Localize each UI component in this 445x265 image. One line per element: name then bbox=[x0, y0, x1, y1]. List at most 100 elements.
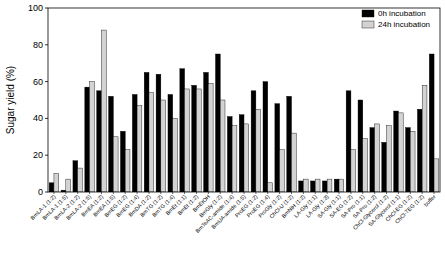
bar bbox=[398, 113, 403, 192]
x-tick-label: ChCl-TEG (1:2) bbox=[394, 193, 425, 224]
bar bbox=[417, 109, 422, 192]
bar bbox=[239, 115, 244, 192]
y-tick bbox=[45, 192, 48, 193]
x-tick bbox=[125, 192, 126, 194]
y-tick-label: 100 bbox=[28, 3, 43, 13]
x-tick bbox=[255, 192, 256, 194]
x-tick bbox=[196, 192, 197, 194]
bar bbox=[125, 150, 130, 192]
legend-label: 0h incubation bbox=[378, 9, 426, 18]
bar bbox=[429, 54, 434, 192]
bar bbox=[268, 183, 273, 192]
x-tick bbox=[434, 192, 435, 194]
bar bbox=[382, 142, 387, 192]
x-tick bbox=[137, 192, 138, 194]
bar bbox=[156, 74, 161, 192]
bar bbox=[132, 94, 137, 192]
bar bbox=[327, 179, 332, 192]
bar bbox=[292, 133, 297, 192]
bar bbox=[311, 181, 316, 192]
x-tick bbox=[386, 192, 387, 194]
y-tick-label: 60 bbox=[33, 77, 43, 87]
bar bbox=[101, 30, 106, 192]
bar bbox=[97, 91, 102, 192]
bar bbox=[339, 179, 344, 192]
x-tick bbox=[267, 192, 268, 194]
bar bbox=[144, 72, 149, 192]
bar bbox=[287, 96, 292, 192]
bar bbox=[434, 159, 439, 192]
bar bbox=[185, 89, 190, 192]
bar bbox=[299, 181, 304, 192]
x-tick bbox=[398, 192, 399, 194]
y-tick-label: 0 bbox=[38, 187, 43, 197]
y-tick bbox=[45, 155, 48, 156]
x-tick bbox=[374, 192, 375, 194]
x-tick bbox=[422, 192, 423, 194]
chart: 020406080100Sugar yield (%)BmLA-1 (1:2)B… bbox=[0, 0, 445, 265]
bar bbox=[161, 100, 166, 192]
bar bbox=[275, 104, 280, 192]
bar bbox=[375, 124, 380, 192]
bar bbox=[85, 87, 90, 192]
bar bbox=[256, 109, 261, 192]
y-tick-label: 20 bbox=[33, 150, 43, 160]
bar bbox=[303, 179, 308, 192]
legend-swatch bbox=[362, 10, 374, 17]
bar bbox=[358, 100, 363, 192]
x-tick bbox=[410, 192, 411, 194]
x-tick bbox=[339, 192, 340, 194]
x-tick bbox=[244, 192, 245, 194]
bar bbox=[322, 181, 327, 192]
bar bbox=[78, 168, 83, 192]
bar bbox=[387, 126, 392, 192]
x-tick-label: buffer bbox=[423, 193, 437, 207]
x-tick bbox=[315, 192, 316, 194]
bar bbox=[109, 96, 114, 192]
bar bbox=[137, 106, 142, 192]
bar bbox=[54, 174, 59, 192]
x-tick bbox=[160, 192, 161, 194]
x-tick bbox=[77, 192, 78, 194]
x-tick bbox=[232, 192, 233, 194]
y-tick bbox=[45, 81, 48, 82]
bar bbox=[173, 118, 178, 192]
bar bbox=[410, 131, 415, 192]
x-tick bbox=[350, 192, 351, 194]
x-tick bbox=[184, 192, 185, 194]
bar bbox=[192, 85, 197, 192]
y-tick bbox=[45, 44, 48, 45]
bar bbox=[168, 94, 173, 192]
bar bbox=[49, 183, 54, 192]
bars bbox=[49, 30, 439, 192]
bar bbox=[208, 83, 213, 192]
bar bbox=[351, 150, 356, 192]
bar bbox=[334, 179, 339, 192]
bar bbox=[370, 128, 375, 192]
legend-swatch bbox=[362, 21, 374, 28]
frame bbox=[48, 8, 440, 192]
bar bbox=[66, 179, 71, 192]
x-tick bbox=[327, 192, 328, 194]
bar bbox=[90, 82, 95, 192]
bar bbox=[280, 150, 285, 192]
bar bbox=[227, 117, 232, 192]
bar bbox=[232, 126, 237, 192]
bar bbox=[204, 72, 209, 192]
legend-label: 24h incubation bbox=[378, 20, 430, 29]
x-tick bbox=[279, 192, 280, 194]
bar bbox=[180, 69, 185, 192]
y-tick bbox=[45, 8, 48, 9]
bar bbox=[149, 93, 154, 192]
x-tick bbox=[220, 192, 221, 194]
bar bbox=[251, 91, 256, 192]
x-tick bbox=[208, 192, 209, 194]
x-tick bbox=[65, 192, 66, 194]
bar bbox=[315, 179, 320, 192]
x-tick bbox=[89, 192, 90, 194]
x-tick bbox=[148, 192, 149, 194]
y-axis-label: Sugar yield (%) bbox=[5, 66, 16, 134]
x-tick bbox=[303, 192, 304, 194]
y-tick-label: 40 bbox=[33, 113, 43, 123]
bar bbox=[406, 128, 411, 192]
